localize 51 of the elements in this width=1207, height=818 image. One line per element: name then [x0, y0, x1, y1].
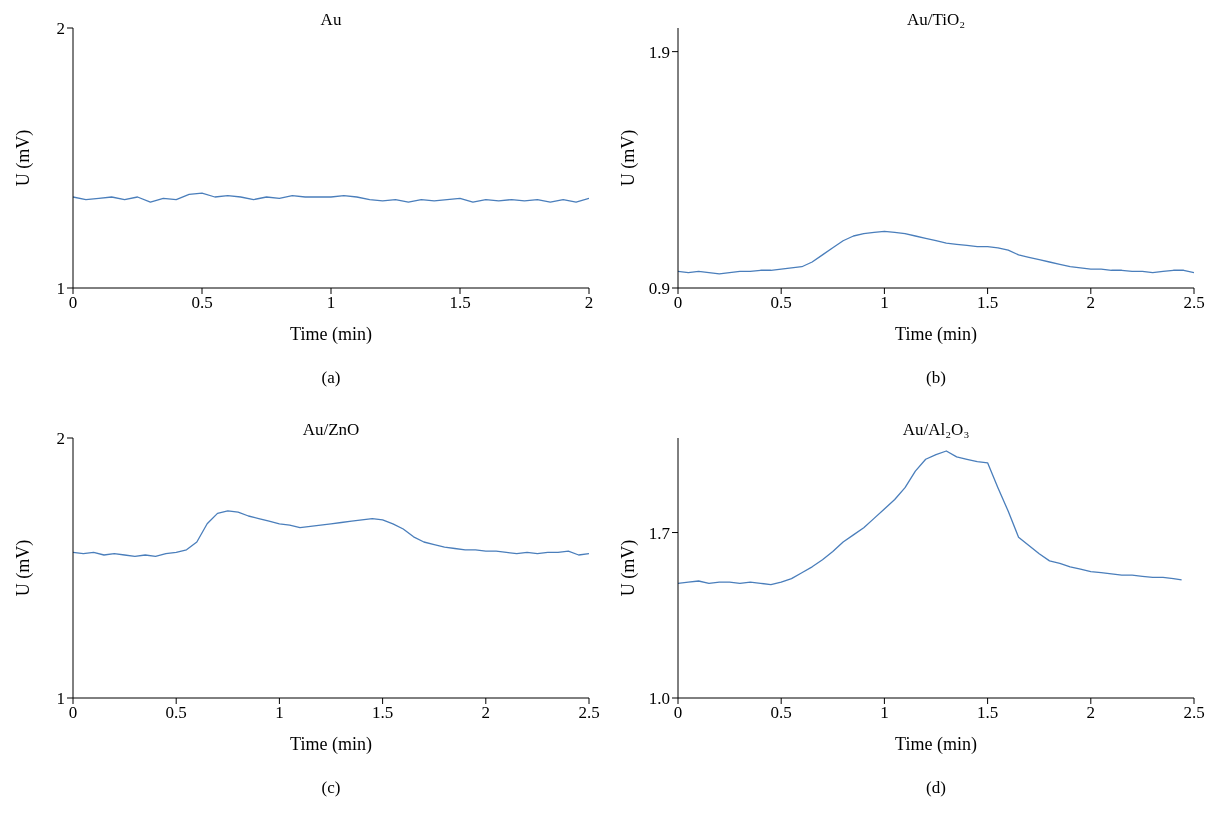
x-tick-label: 1: [880, 293, 889, 313]
x-tick-label: 0: [68, 703, 78, 723]
x-tick-label: 2.5: [1183, 703, 1205, 723]
x-tick-label: 1: [326, 293, 336, 313]
y-tick-label: 1.9: [648, 42, 670, 62]
y-tick-label: 1.0: [648, 689, 670, 709]
x-axis-title: Time (min): [895, 734, 977, 755]
line-series: [73, 192, 589, 203]
x-tick-label: 0: [673, 703, 683, 723]
text: (a): [320, 368, 342, 388]
x-tick-label: 2: [584, 293, 594, 313]
x-tick-label: 2: [1086, 703, 1096, 723]
y-axis-title: U (mV): [618, 539, 640, 597]
x-tick-label: 1.5: [976, 293, 999, 313]
x-tick-label: 0: [673, 293, 683, 313]
x-tick-label: 2: [1086, 293, 1096, 313]
text: (c): [320, 778, 342, 798]
y-tick-label: 0.9: [648, 279, 670, 299]
y-tick-label: 1: [56, 689, 65, 709]
x-tick-label: 2: [481, 703, 491, 723]
line-series: [678, 450, 1183, 586]
x-axis-title: Time (min): [895, 324, 977, 345]
x-tick-label: 1: [880, 703, 889, 723]
line-series: [678, 230, 1194, 275]
x-tick-label: 0.5: [770, 293, 792, 313]
x-tick-label: 0.5: [191, 293, 213, 313]
line-series: [73, 510, 589, 557]
x-tick-label: 1.5: [976, 703, 999, 723]
chart-title: Au/TiO₂: [905, 10, 967, 30]
y-tick-label: 2: [56, 429, 65, 449]
chart-title: Au/ZnO: [301, 420, 361, 440]
y-tick-label: 2: [56, 19, 65, 39]
x-tick-label: 0.5: [165, 703, 187, 723]
y-tick-label: 1: [56, 279, 65, 299]
y-tick-label: 1.7: [648, 523, 671, 543]
y-axis-title: U (mV): [13, 129, 35, 187]
x-tick-label: 2.5: [578, 703, 600, 723]
x-axis-title: Time (min): [290, 734, 372, 755]
text: (b): [925, 368, 947, 388]
x-tick-label: 1.5: [449, 293, 471, 313]
x-tick-label: 0.5: [770, 703, 792, 723]
x-tick-label: 1.5: [371, 703, 394, 723]
x-axis-title: Time (min): [290, 324, 372, 345]
chart-title: Au: [319, 10, 343, 30]
y-axis-title: U (mV): [13, 539, 35, 597]
x-tick-label: 2.5: [1183, 293, 1205, 313]
x-tick-label: 0: [68, 293, 78, 313]
chart-title: Au/Al₂O₃: [901, 420, 971, 440]
text: (d): [925, 778, 947, 798]
x-tick-label: 1: [275, 703, 284, 723]
y-axis-title: U (mV): [618, 129, 640, 187]
